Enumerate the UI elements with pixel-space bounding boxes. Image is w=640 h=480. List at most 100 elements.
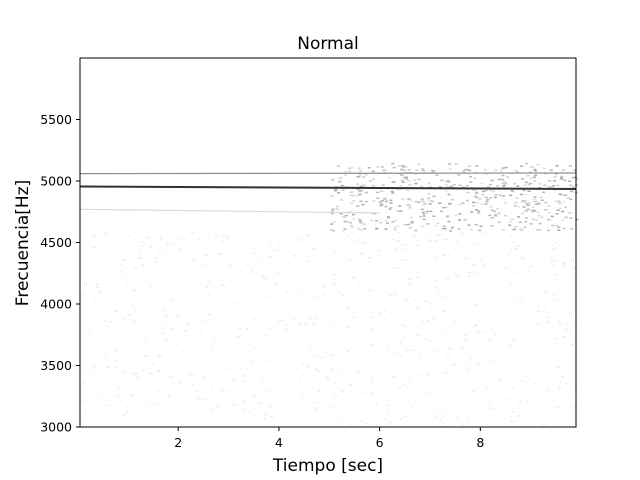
noise-cell (371, 311, 375, 313)
noise-cell (447, 277, 451, 279)
noise-cell (249, 271, 253, 273)
noise-cell (458, 184, 462, 187)
noise-cell (531, 209, 535, 211)
noise-cell (520, 212, 524, 215)
noise-cell (137, 257, 141, 259)
noise-cell (334, 382, 338, 385)
noise-cell (561, 210, 565, 213)
noise-cell (508, 224, 512, 226)
noise-cell (210, 385, 214, 387)
noise-cell (494, 215, 498, 217)
noise-cell (354, 194, 358, 197)
noise-cell (456, 241, 460, 243)
noise-cell (279, 319, 283, 322)
noise-cell (525, 182, 529, 184)
noise-cell (453, 306, 457, 309)
noise-cell (241, 401, 245, 404)
noise-cell (187, 373, 191, 375)
noise-cell (521, 178, 525, 180)
noise-cell (575, 218, 579, 221)
noise-cell (404, 176, 408, 178)
noise-cell (301, 374, 305, 376)
noise-cell (350, 348, 354, 351)
noise-cell (421, 169, 425, 171)
noise-cell (554, 273, 558, 276)
noise-cell (296, 235, 300, 237)
noise-cell (489, 189, 493, 191)
y-tick-label: 4500 (40, 235, 72, 250)
noise-cell (425, 392, 429, 395)
noise-cell (353, 412, 357, 414)
x-tick-label: 8 (476, 435, 484, 450)
noise-cell (368, 180, 372, 182)
noise-cell (544, 173, 548, 175)
noise-cell (462, 170, 465, 173)
noise-cell (520, 229, 524, 231)
noise-cell (376, 424, 380, 426)
noise-cell (253, 395, 257, 397)
noise-cell (511, 241, 515, 243)
noise-cell (382, 309, 386, 312)
noise-cell (355, 339, 359, 341)
noise-cell (195, 390, 199, 392)
noise-cell (141, 244, 144, 247)
noise-cell (506, 176, 510, 178)
noise-cell (315, 354, 319, 357)
noise-cell (317, 265, 321, 267)
noise-cell (469, 380, 473, 382)
frequency-band-1 (79, 172, 577, 175)
noise-cell (362, 176, 366, 178)
noise-cell (537, 310, 541, 312)
plot-area (79, 57, 579, 429)
noise-cell (448, 163, 452, 165)
noise-cell (560, 176, 563, 179)
noise-cell (301, 406, 305, 408)
noise-cell (327, 304, 330, 306)
noise-cell (503, 202, 507, 204)
noise-cell (442, 225, 446, 227)
noise-cell (247, 411, 251, 414)
noise-cell (431, 395, 435, 398)
noise-cell (550, 260, 553, 262)
noise-cell (352, 200, 355, 202)
noise-cell (388, 327, 392, 329)
noise-cell (400, 174, 404, 177)
noise-cell (509, 420, 513, 423)
noise-cell (369, 318, 373, 321)
noise-cell (275, 272, 279, 274)
noise-cell (125, 259, 129, 261)
noise-cell (380, 166, 384, 168)
noise-cell (525, 217, 529, 219)
noise-cell (461, 202, 465, 204)
noise-cell (143, 277, 147, 279)
noise-cell (565, 323, 569, 325)
noise-cell (472, 189, 476, 191)
noise-cell (138, 341, 142, 343)
noise-cell (568, 180, 572, 182)
noise-cell (301, 393, 305, 396)
noise-cell (475, 209, 478, 211)
noise-cell (497, 178, 501, 181)
noise-cell (307, 260, 311, 262)
noise-cell (432, 170, 436, 173)
noise-cell (164, 375, 168, 377)
noise-cell (361, 203, 365, 206)
noise-cell (536, 163, 540, 166)
noise-cell (261, 275, 265, 278)
noise-cell (531, 206, 535, 208)
noise-cell (226, 367, 230, 369)
noise-cell (356, 183, 360, 185)
noise-cell (496, 185, 500, 187)
noise-cell (133, 359, 137, 362)
noise-cell (123, 317, 126, 320)
noise-cell (493, 333, 497, 336)
noise-cell (526, 174, 530, 177)
noise-cell (146, 355, 150, 358)
noise-cell (92, 246, 96, 249)
noise-cell (362, 223, 366, 225)
noise-cell (542, 167, 546, 170)
noise-cell (450, 227, 454, 229)
noise-cell (298, 323, 302, 325)
noise-cell (478, 320, 482, 323)
noise-cell (144, 354, 147, 357)
